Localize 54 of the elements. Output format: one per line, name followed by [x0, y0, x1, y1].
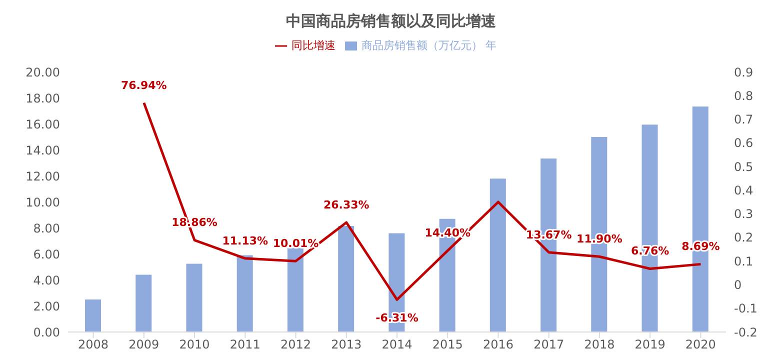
legend-label: 商品房销售额（万亿元） 年 [361, 39, 497, 52]
y2-tick-label: 0 [734, 278, 742, 292]
y-tick-label: 6.00 [33, 247, 60, 262]
y-tick-label: 0.00 [33, 325, 60, 340]
x-tick-label: 2010 [179, 338, 210, 352]
y-tick-label: 18.00 [26, 91, 60, 106]
chart-title: 中国商品房销售额以及同比增速 [285, 11, 497, 32]
y2-tick-label: -0.1 [734, 302, 758, 316]
y-tick-label: 12.00 [26, 169, 60, 184]
y-tick-label: 4.00 [33, 273, 60, 288]
x-tick-label: 2014 [382, 338, 412, 352]
x-tick-label: 2012 [280, 338, 312, 352]
bar [287, 248, 304, 332]
y2-tick-label: -0.2 [734, 325, 758, 340]
y2-tick-label: 0.4 [734, 183, 754, 198]
y-tick-label: 10.00 [26, 195, 60, 210]
y2-tick-label: 0.3 [734, 207, 754, 222]
x-tick-label: 2020 [685, 338, 716, 352]
data-label: 6.76% [630, 244, 670, 258]
x-tick-label: 2017 [534, 338, 564, 352]
x-tick-label: 2019 [634, 338, 666, 352]
y2-tick-label: 0.9 [734, 65, 754, 80]
x-tick-label: 2013 [331, 338, 362, 352]
data-label: 11.90% [576, 232, 622, 246]
bar [236, 255, 253, 332]
bar [85, 300, 101, 332]
data-label: 8.69% [682, 240, 720, 254]
y2-tick-label: 0.5 [734, 160, 754, 174]
y2-tick-label: 0.2 [734, 230, 754, 245]
bar [338, 226, 354, 332]
x-tick-label: 2011 [230, 338, 260, 352]
x-tick-label: 2016 [482, 338, 514, 352]
y2-tick-label: 0.7 [734, 112, 754, 127]
data-label: 76.94% [121, 78, 167, 92]
bar [136, 274, 152, 332]
y2-tick-label: 0.8 [734, 88, 754, 103]
x-tick-label: 2015 [432, 338, 463, 352]
y-tick-label: 2.00 [33, 299, 60, 314]
bar [490, 178, 506, 332]
y-tick-label: 20.00 [26, 65, 60, 80]
data-label: 26.33% [323, 198, 370, 212]
x-tick-label: 2009 [128, 338, 160, 352]
x-tick-label: 2018 [584, 338, 615, 352]
bar [186, 264, 202, 332]
x-tick-label: 2008 [78, 338, 109, 352]
data-label: 10.01% [272, 237, 319, 250]
y2-tick-label: 0.1 [734, 254, 754, 268]
y-tick-label: 8.00 [33, 221, 60, 236]
y2-tick-label: 0.6 [734, 136, 754, 150]
legend-label: 同比增速 [291, 39, 336, 52]
data-label: 11.13% [222, 234, 268, 248]
y-tick-label: 16.00 [26, 117, 60, 132]
y-tick-label: 14.00 [26, 143, 60, 158]
data-label: -6.31% [376, 312, 418, 325]
